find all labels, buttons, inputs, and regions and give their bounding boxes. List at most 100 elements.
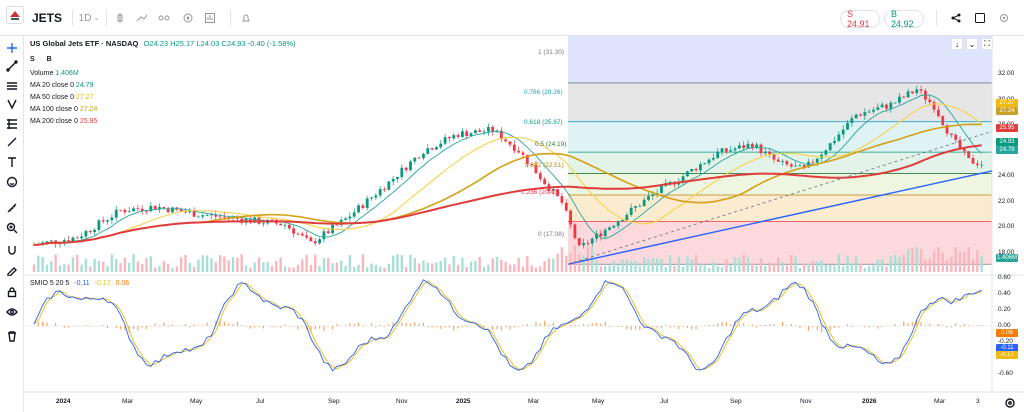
candle-body bbox=[876, 107, 880, 110]
candle-body bbox=[811, 161, 815, 163]
volume-bar bbox=[534, 267, 538, 272]
volume-bar bbox=[283, 266, 287, 272]
templates-icon[interactable] bbox=[180, 9, 196, 27]
volume-bar bbox=[898, 256, 901, 272]
candle-body bbox=[318, 239, 321, 244]
layout-icon[interactable] bbox=[202, 9, 218, 27]
oscillator-axis-label: 0.20 bbox=[998, 306, 1011, 313]
volume-bar bbox=[772, 263, 776, 272]
volume-bar bbox=[915, 246, 918, 272]
share-icon[interactable] bbox=[948, 9, 964, 27]
candle-body bbox=[668, 181, 672, 184]
symbol-name[interactable]: JETS bbox=[32, 11, 63, 25]
volume-bar bbox=[41, 257, 44, 272]
alert-icon[interactable] bbox=[238, 9, 254, 27]
volume-bar bbox=[638, 266, 642, 272]
horizontal-lines-icon[interactable] bbox=[4, 78, 20, 94]
candle-body bbox=[253, 217, 257, 223]
candle-body bbox=[525, 154, 529, 164]
volume-bar bbox=[378, 266, 382, 272]
volume-bar bbox=[816, 261, 819, 272]
fullscreen-icon[interactable] bbox=[972, 9, 988, 27]
volume-bar bbox=[794, 256, 797, 272]
fib-icon[interactable] bbox=[4, 116, 20, 132]
volume-bar bbox=[305, 254, 308, 272]
crosshair-icon[interactable] bbox=[4, 40, 20, 56]
candle-body bbox=[75, 237, 79, 239]
candle-body bbox=[517, 150, 521, 153]
candle-body bbox=[88, 231, 92, 232]
candle-body bbox=[841, 129, 845, 135]
legend-ma100[interactable]: MA 100 close 0 27.24 bbox=[30, 106, 97, 113]
eye-icon[interactable] bbox=[4, 304, 20, 320]
volume-bar bbox=[474, 261, 477, 272]
legend-ma20[interactable]: MA 20 close 0 24.79 bbox=[30, 82, 93, 89]
candle-body bbox=[699, 164, 702, 171]
move-down-icon[interactable]: ↓ bbox=[951, 38, 963, 50]
sell-button[interactable]: S 24.91 bbox=[840, 9, 880, 29]
volume-bar bbox=[543, 261, 546, 272]
legend-title-row: US Global Jets ETF · NASDAQ O24.23 H25.1… bbox=[30, 39, 296, 48]
candle-body bbox=[443, 137, 447, 144]
candle-body bbox=[114, 209, 118, 218]
legend-volume[interactable]: Volume 1.406M bbox=[30, 70, 79, 77]
volume-bar bbox=[837, 254, 841, 272]
candle-body bbox=[465, 131, 469, 137]
maximize-pane-icon[interactable]: ⛶ bbox=[981, 38, 993, 50]
trend-line bbox=[567, 170, 993, 265]
brush-icon[interactable] bbox=[4, 134, 20, 150]
magnet-icon[interactable] bbox=[4, 242, 20, 258]
interval-select[interactable]: 1D ⌄ bbox=[78, 9, 100, 27]
candle-body bbox=[361, 205, 365, 208]
zoom-in-icon[interactable] bbox=[4, 220, 20, 236]
volume-bar bbox=[214, 262, 217, 272]
legend-smio[interactable]: SMIO 5 20 5 -0.11 -0.17 0.06 bbox=[30, 280, 129, 287]
emoji-icon[interactable] bbox=[4, 174, 20, 190]
smio-main-line bbox=[33, 279, 982, 372]
menu-chevron-icon[interactable]: ⌄ bbox=[966, 38, 978, 50]
candle-body bbox=[859, 114, 862, 116]
candle-body bbox=[833, 140, 836, 144]
buy-button[interactable]: B 24.92 bbox=[884, 9, 924, 29]
volume-bar bbox=[80, 264, 83, 272]
candles-icon[interactable] bbox=[112, 9, 128, 27]
fib-zone-top bbox=[568, 36, 992, 83]
dashed-trend-line bbox=[567, 130, 993, 265]
volume-bar bbox=[785, 265, 789, 272]
volume-bar bbox=[391, 255, 395, 272]
pattern-icon[interactable] bbox=[4, 96, 20, 112]
timezone-settings-icon[interactable] bbox=[1002, 395, 1018, 411]
pencil-lock-icon[interactable] bbox=[4, 262, 20, 278]
candle-body bbox=[802, 164, 806, 168]
ruler-icon[interactable] bbox=[4, 200, 20, 216]
fib-label-618: 0.618 (25.87) bbox=[524, 119, 563, 126]
legend-ma200[interactable]: MA 200 close 0 25.95 bbox=[30, 118, 97, 125]
volume-bar bbox=[361, 254, 365, 272]
ma50-value: 27.27 bbox=[75, 94, 94, 101]
candle-body bbox=[854, 114, 858, 119]
volume-bar bbox=[435, 262, 438, 272]
volume-bar bbox=[634, 260, 637, 272]
legend-ma50[interactable]: MA 50 close 0 27.27 bbox=[30, 94, 93, 101]
candle-body bbox=[101, 220, 105, 222]
candle-body bbox=[932, 102, 936, 110]
trash-icon[interactable] bbox=[4, 328, 20, 344]
candle-body bbox=[512, 144, 516, 151]
volume-bar bbox=[227, 260, 230, 272]
volume-bar bbox=[863, 267, 867, 272]
candle-body bbox=[452, 135, 456, 139]
candle-body bbox=[772, 154, 776, 160]
candle-body bbox=[898, 96, 901, 103]
volume-bar bbox=[67, 264, 70, 272]
indicators-icon[interactable] bbox=[156, 9, 172, 27]
trendline-icon[interactable] bbox=[4, 58, 20, 74]
ma20-label: MA 20 close 0 bbox=[30, 82, 74, 89]
volume-bar bbox=[690, 259, 693, 272]
settings-icon[interactable] bbox=[996, 9, 1012, 27]
lock-icon[interactable] bbox=[4, 284, 20, 300]
volume-bar bbox=[223, 256, 226, 272]
text-icon[interactable] bbox=[4, 154, 20, 170]
compare-icon[interactable] bbox=[134, 9, 150, 27]
volume-bar bbox=[647, 258, 650, 272]
